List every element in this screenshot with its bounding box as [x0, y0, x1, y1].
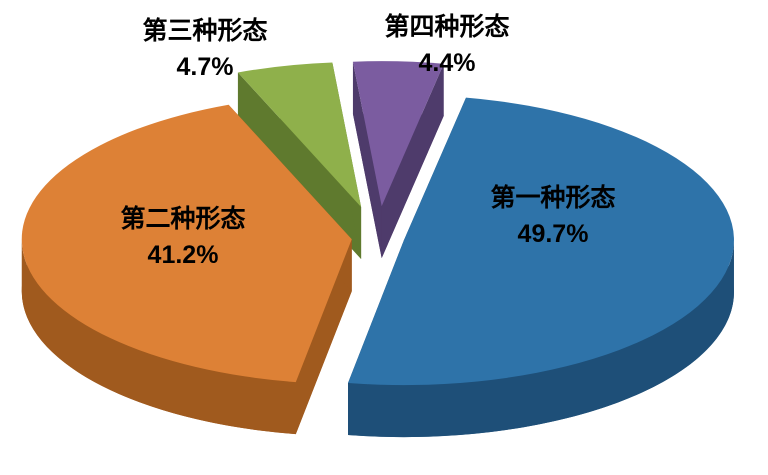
pie-slice-wall: [348, 240, 734, 438]
slice-label: 第一种形态: [490, 183, 615, 212]
pie-slice-side: [237, 72, 362, 259]
slice-pct-label: 4.4%: [419, 49, 476, 77]
pie-slice-side: [295, 239, 352, 435]
slice-pct-label: 49.7%: [518, 220, 589, 248]
pie-slice-side: [381, 63, 444, 259]
pie-slice-side: [352, 61, 382, 259]
pie-slice-wall: [21, 239, 296, 435]
slice-label: 第四种形态: [384, 12, 509, 41]
pie-slice-top: [21, 104, 352, 383]
pie-slice-top: [237, 62, 362, 207]
pie-slice-top: [352, 61, 444, 207]
slice-pct-label: 4.7%: [177, 53, 234, 81]
pie-slice-top: [348, 97, 734, 386]
slice-pct-label: 41.2%: [148, 241, 219, 269]
slice-label: 第二种形态: [120, 204, 245, 233]
slice-label: 第三种形态: [142, 16, 267, 45]
